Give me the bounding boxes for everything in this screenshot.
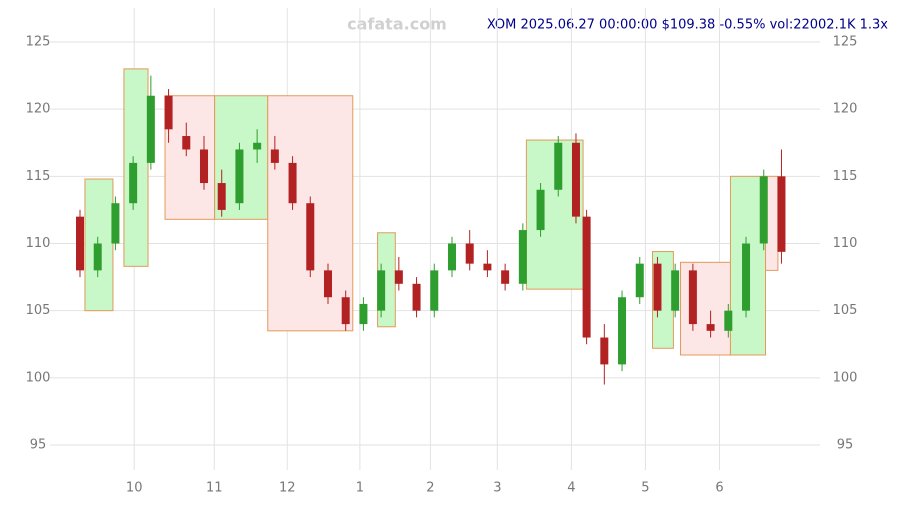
candle-body <box>777 176 786 252</box>
candle-body <box>483 263 492 271</box>
candle-body <box>430 270 439 311</box>
y-tick-label: 100 <box>26 370 51 385</box>
watermark: cafata.com <box>347 15 447 34</box>
candle-body <box>571 142 580 217</box>
y-tick-label: 115 <box>26 169 51 184</box>
x-tick-label: 1 <box>356 481 364 496</box>
candle-body <box>706 324 715 331</box>
candle-body <box>199 149 208 184</box>
candle-body <box>600 337 609 365</box>
candle-body <box>217 183 226 210</box>
candle-body <box>671 270 680 311</box>
candle-body <box>618 297 627 365</box>
candle-body <box>377 270 386 311</box>
y-tick-label: 95 <box>30 437 47 452</box>
x-tick-label: 3 <box>493 481 501 496</box>
candle-body <box>688 270 697 325</box>
candle-body <box>582 216 591 338</box>
y-tick-label-right: 105 <box>833 303 858 318</box>
candle-body <box>93 243 102 271</box>
candle-body <box>501 270 510 284</box>
candle-body <box>359 303 368 325</box>
x-tick-label: 4 <box>567 481 575 496</box>
candle-body <box>724 310 733 331</box>
x-tick-label: 12 <box>279 481 296 496</box>
candle-body <box>146 95 155 163</box>
candle-body <box>288 162 297 204</box>
candle-body <box>742 243 751 311</box>
candle-body <box>635 263 644 298</box>
candle-body <box>129 162 138 204</box>
candle-body <box>111 203 120 244</box>
candle-body <box>235 149 244 204</box>
x-tick-label: 6 <box>715 481 723 496</box>
candle-body <box>323 270 332 298</box>
candle-body <box>306 203 315 271</box>
y-tick-label-right: 110 <box>833 236 858 251</box>
y-tick-label-right: 100 <box>833 370 858 385</box>
candle-body <box>465 243 474 264</box>
candle-body <box>653 263 662 311</box>
candle-body <box>412 283 421 311</box>
chart-title: XOM 2025.06.27 00:00:00 $109.38 -0.55% v… <box>487 18 888 33</box>
candle-body <box>447 243 456 271</box>
zone <box>679 261 731 356</box>
candle-body <box>341 297 350 325</box>
x-tick-label: 11 <box>206 481 223 496</box>
candle-body <box>270 149 279 163</box>
y-tick-label-right: 120 <box>833 102 858 117</box>
y-tick-label: 120 <box>26 102 51 117</box>
candle-body <box>76 216 84 271</box>
y-tick-label: 105 <box>26 303 51 318</box>
y-tick-label-right: 125 <box>833 35 858 50</box>
y-tick-label-right: 95 <box>837 437 854 452</box>
candle-body <box>759 176 768 244</box>
y-tick-label: 125 <box>26 35 51 50</box>
candle-body <box>518 230 527 284</box>
candle-body <box>182 136 191 150</box>
candle-body <box>164 95 173 130</box>
candle-body <box>253 142 262 150</box>
y-tick-label-right: 115 <box>833 169 858 184</box>
candle-body <box>394 270 403 284</box>
y-tick-label: 110 <box>26 236 51 251</box>
x-tick-label: 2 <box>426 481 434 496</box>
x-tick-label: 10 <box>126 481 143 496</box>
x-tick-label: 5 <box>641 481 649 496</box>
candle-body <box>536 189 545 231</box>
candle-body <box>554 142 563 190</box>
